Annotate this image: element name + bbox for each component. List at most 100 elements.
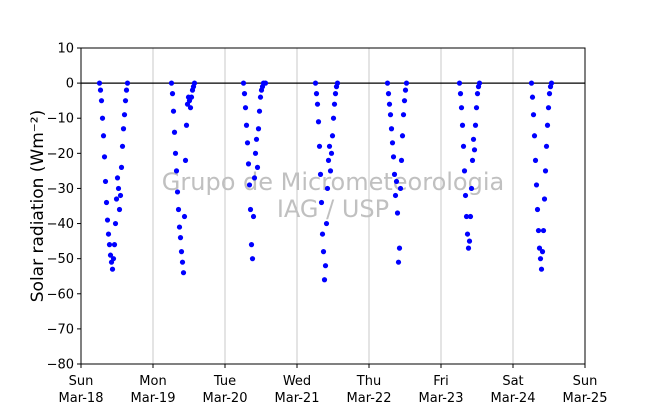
data-point xyxy=(543,143,550,149)
data-point xyxy=(332,91,339,97)
data-point xyxy=(257,94,264,100)
data-point xyxy=(181,213,188,220)
data-point xyxy=(262,80,269,86)
x-tick-date: Mar-22 xyxy=(347,391,392,406)
data-point xyxy=(537,256,544,262)
data-points xyxy=(96,80,555,283)
y-tick-label: −20 xyxy=(47,147,74,162)
data-point xyxy=(171,129,178,135)
data-point xyxy=(395,259,402,265)
x-tick-date: Mar-24 xyxy=(491,391,536,406)
data-point xyxy=(334,80,341,86)
data-point xyxy=(253,136,260,142)
data-point xyxy=(534,206,541,213)
x-tick-day: Sun xyxy=(573,374,598,389)
data-point xyxy=(106,242,113,248)
data-point xyxy=(326,143,333,149)
data-point xyxy=(469,157,476,163)
data-point xyxy=(388,126,395,132)
data-point xyxy=(399,133,406,139)
data-point xyxy=(535,227,542,234)
data-point xyxy=(112,220,119,227)
data-point xyxy=(530,112,537,118)
data-point xyxy=(168,80,175,86)
data-point xyxy=(463,213,470,220)
data-point xyxy=(531,133,538,139)
data-point xyxy=(461,168,468,174)
data-point xyxy=(111,242,118,248)
data-point xyxy=(539,249,546,255)
data-point xyxy=(464,231,471,237)
y-tick-label: −70 xyxy=(47,322,74,337)
data-point xyxy=(314,101,321,107)
data-point xyxy=(397,185,404,192)
data-point xyxy=(118,164,125,170)
vertical-gridlines xyxy=(152,48,514,364)
data-point xyxy=(114,175,121,181)
data-point xyxy=(180,270,187,276)
data-point xyxy=(323,220,330,227)
data-point xyxy=(529,94,536,100)
data-point xyxy=(538,266,545,272)
data-point xyxy=(104,217,111,223)
y-tick-label: −60 xyxy=(47,287,74,302)
data-point xyxy=(401,98,408,104)
y-axis: 10 0 −10 −20 −30 −40 −50 −60 −70 −80 xyxy=(47,42,81,373)
data-point xyxy=(110,256,117,262)
data-point xyxy=(177,235,184,241)
data-point xyxy=(182,157,189,163)
data-point xyxy=(330,115,337,121)
data-point xyxy=(115,185,122,192)
y-tick-label: −50 xyxy=(47,252,74,267)
data-point xyxy=(174,189,181,195)
data-point xyxy=(107,252,114,258)
data-point xyxy=(403,80,410,86)
data-point xyxy=(252,150,259,156)
data-point xyxy=(474,91,481,97)
data-point xyxy=(119,143,126,149)
data-point xyxy=(318,199,325,206)
data-point xyxy=(384,80,391,86)
x-tick-date: Mar-20 xyxy=(203,391,248,406)
data-point xyxy=(544,122,551,128)
x-tick-day: Tue xyxy=(213,374,236,389)
data-point xyxy=(179,259,186,265)
data-point xyxy=(394,210,401,216)
data-point xyxy=(191,80,198,86)
x-tick-day: Fri xyxy=(433,374,449,389)
data-point xyxy=(188,94,195,100)
data-point xyxy=(473,105,480,111)
data-point xyxy=(457,91,464,97)
data-point xyxy=(103,199,110,206)
data-point xyxy=(99,115,106,121)
data-point xyxy=(255,126,262,132)
data-point xyxy=(98,98,105,104)
x-tick-day: Sat xyxy=(502,374,523,389)
data-point xyxy=(400,112,407,118)
data-point xyxy=(468,185,475,192)
data-point xyxy=(245,161,252,167)
y-tick-label: −30 xyxy=(47,182,74,197)
data-point xyxy=(324,185,331,192)
data-point xyxy=(243,122,250,128)
y-tick-label: 10 xyxy=(57,42,74,57)
data-point xyxy=(316,143,323,149)
data-point xyxy=(536,245,543,251)
y-tick-label: −10 xyxy=(47,112,74,127)
data-point xyxy=(169,91,176,97)
watermark-line-1: Grupo de Micrometeorologia xyxy=(162,168,504,196)
data-point xyxy=(121,112,128,118)
data-point xyxy=(176,224,183,230)
data-point xyxy=(542,168,549,174)
data-point xyxy=(533,182,540,188)
data-point xyxy=(391,171,398,177)
watermark-line-2: IAG / USP xyxy=(277,195,389,223)
data-point xyxy=(320,249,327,255)
data-point xyxy=(251,175,258,181)
x-axis: Sun Mar-18 Mon Mar-19 Tue Mar-20 Wed Mar-21 Thu M… xyxy=(59,364,608,406)
data-point xyxy=(242,105,249,111)
x-tick-date: Mar-25 xyxy=(563,391,608,406)
data-point xyxy=(317,171,324,177)
data-point xyxy=(459,122,466,128)
